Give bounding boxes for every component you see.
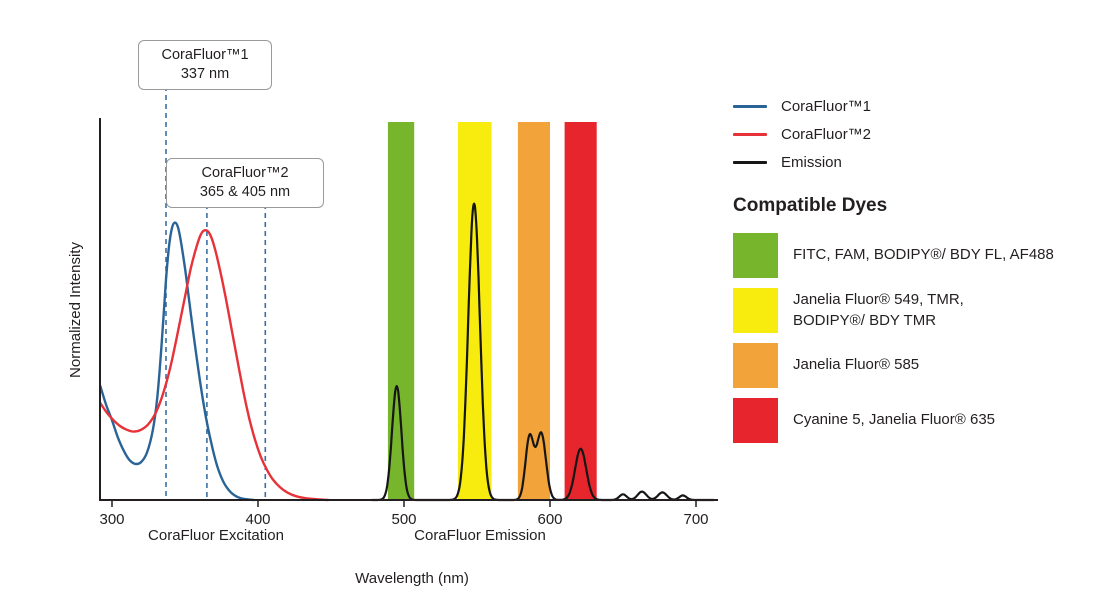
dye-row-label: Janelia Fluor® 585 [793, 356, 920, 374]
dye-row-label: Janelia Fluor® 549, TMR, BODIPY®/ BDY TM… [793, 291, 964, 329]
dye-row-green: FITC, FAM, BODIPY®/ BDY FL, AF488 [733, 233, 1105, 278]
annotation-lines-layer [165, 86, 267, 499]
callout-subtitle: 337 nm [180, 66, 230, 83]
legend-item-emission: Emission [733, 154, 1105, 171]
legend: CoraFluor™1 CoraFluor™2 Emission [733, 98, 1105, 171]
x-tick-label: 300 [99, 511, 124, 528]
x-tick-label: 500 [391, 511, 416, 528]
callout-title: CoraFluor™2 [201, 165, 289, 181]
legend-item-corafluor1: CoraFluor™1 [733, 98, 1105, 115]
legend-line-swatch [733, 161, 767, 164]
filter-bands-layer [387, 122, 597, 499]
legend-item-label: Emission [781, 154, 842, 171]
dye-row-label: Cyanine 5, Janelia Fluor® 635 [793, 411, 996, 429]
x-tick-label: 400 [245, 511, 270, 528]
dye-row-red: Cyanine 5, Janelia Fluor® 635 [733, 398, 1105, 443]
spectra-plot: 300 400 500 600 700 CoraFluor Excitation Cor… [67, 86, 718, 587]
callout-subtitle: 365 & 405 nm [199, 184, 291, 201]
axes-layer: 300 400 500 600 700 [99, 118, 718, 528]
filter-band-red [564, 122, 597, 499]
spectra-chart: 300 400 500 600 700 CoraFluor Excitation Cor… [67, 40, 718, 587]
compatible-dyes-heading: Compatible Dyes [733, 195, 888, 216]
legend-item-label: CoraFluor™2 [781, 126, 872, 143]
red-filter-swatch [733, 398, 778, 443]
y-axis-title: Normalized Intensity [67, 242, 84, 378]
dye-row-yellow: Janelia Fluor® 549, TMR, BODIPY®/ BDY TM… [733, 288, 1105, 333]
orange-filter-swatch [733, 343, 778, 388]
x-tick-label: 700 [683, 511, 708, 528]
legend-line-swatch [733, 105, 767, 108]
yellow-filter-swatch [733, 288, 778, 333]
annotation-callout-corafluor2: CoraFluor™2 365 & 405 nm [166, 158, 324, 209]
dye-row-label: FITC, FAM, BODIPY®/ BDY FL, AF488 [793, 246, 1054, 264]
series-line-0 [99, 221, 255, 502]
filter-band-orange [517, 122, 550, 499]
x-axis-title: Wavelength (nm) [355, 570, 469, 587]
x-axis-group-label-emission: CoraFluor Emission [414, 527, 546, 544]
series-line-1 [99, 229, 330, 502]
annotation-callout-corafluor1: CoraFluor™1 337 nm [138, 40, 272, 91]
dye-row-orange: Janelia Fluor® 585 [733, 343, 1105, 388]
legend-item-label: CoraFluor™1 [781, 98, 872, 115]
legend-item-corafluor2: CoraFluor™2 [733, 126, 1105, 143]
callout-title: CoraFluor™1 [161, 47, 249, 63]
legend-line-swatch [733, 133, 767, 136]
green-filter-swatch [733, 233, 778, 278]
x-tick-label: 600 [537, 511, 562, 528]
side-panel: CoraFluor™1 CoraFluor™2 Emission Compati… [733, 98, 1105, 453]
x-axis-group-label-excitation: CoraFluor Excitation [148, 527, 284, 544]
